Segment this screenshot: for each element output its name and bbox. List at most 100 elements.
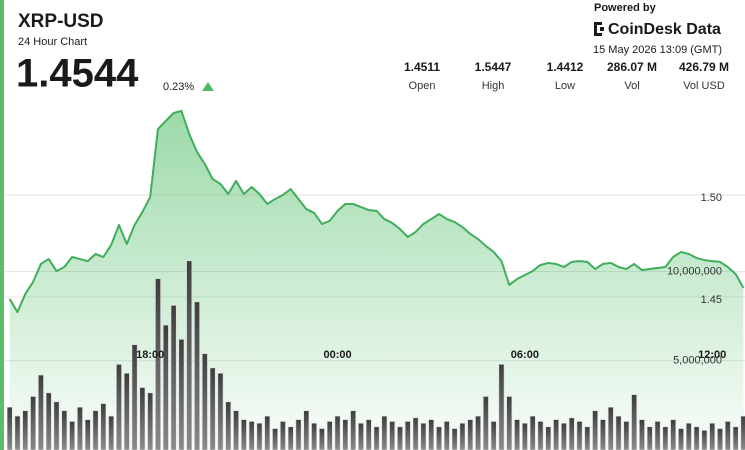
volume-bar <box>209 367 216 450</box>
volume-bar <box>537 421 544 450</box>
labels: 1.45 1.50 5,000,000 10,000,000 18:00 00:00 06:… <box>136 192 726 367</box>
volume-bar <box>529 415 536 450</box>
area-layer <box>8 109 745 450</box>
volume-bar <box>240 419 247 450</box>
volume-bar <box>342 419 349 450</box>
x-tick-label: 00:00 <box>323 349 351 361</box>
volume-bar <box>84 419 91 450</box>
volume-bar <box>615 415 622 450</box>
volume-bar <box>319 428 325 450</box>
volume-bar <box>545 426 552 450</box>
price-area <box>9 110 744 450</box>
title: XRP-USD <box>18 11 104 32</box>
volume-bar <box>77 406 83 450</box>
volume-bar <box>428 419 435 450</box>
volume-bar <box>147 392 154 450</box>
volume-bar <box>514 419 520 450</box>
volume-bar <box>693 426 700 450</box>
volume-bar <box>740 415 745 450</box>
volume-bar <box>256 422 263 450</box>
volume-bar <box>6 406 13 450</box>
volume-bar <box>576 421 583 450</box>
volume-bar <box>162 324 169 450</box>
volume-bar <box>639 419 645 450</box>
volume-bar <box>217 372 224 450</box>
volume-bar <box>365 419 372 450</box>
stat-value: 1.5447 <box>475 60 512 74</box>
volume-bar <box>108 415 115 450</box>
volume-bar <box>53 401 60 450</box>
stat-value: 1.4511 <box>404 60 440 74</box>
volume-bar <box>248 421 255 450</box>
volume-bar <box>186 260 193 450</box>
stat-label: Vol USD <box>683 80 725 92</box>
volume-bar <box>420 422 427 450</box>
y-tick-label: 10,000,000 <box>667 265 722 277</box>
stat-label: Low <box>555 80 575 92</box>
logo <box>594 22 604 36</box>
volume-bar <box>123 372 130 450</box>
volume-bar <box>178 339 185 450</box>
volume-bar <box>69 421 76 450</box>
price-line <box>8 109 745 314</box>
volume-bar <box>654 421 661 450</box>
stat-label: Open <box>409 80 436 92</box>
volume-bar <box>326 421 333 450</box>
stat-value: 286.07 M <box>607 60 657 74</box>
volume-bar <box>397 426 403 450</box>
volume-bar <box>92 410 99 450</box>
stat-value: 1.4412 <box>547 60 584 74</box>
volume-bar <box>131 344 138 450</box>
volume-bar <box>61 410 68 450</box>
volume-bar <box>724 421 731 450</box>
volume-bar <box>279 421 286 450</box>
volume-bar <box>678 428 684 450</box>
volume-bar <box>475 415 481 450</box>
volume-bar <box>334 415 341 450</box>
volume-bar <box>264 415 271 450</box>
volume-bar <box>303 410 310 450</box>
volume-bar <box>412 417 419 450</box>
volume-bar <box>233 410 239 450</box>
volume-bar <box>490 421 497 450</box>
subtitle: 24 Hour Chart <box>18 36 87 48</box>
stat-label: Vol <box>624 80 639 92</box>
volume-bar <box>45 392 52 450</box>
left-stripe <box>0 0 4 450</box>
volume-bar <box>358 422 364 450</box>
y-tick-label: 5,000,000 <box>673 355 722 367</box>
volume-bar <box>100 403 107 450</box>
y-tick-label: 1.50 <box>701 192 722 204</box>
stat-value: 426.79 M <box>679 60 729 74</box>
change: 0.23% <box>163 81 194 93</box>
volume-bar <box>592 410 599 450</box>
volume-bar <box>498 364 505 450</box>
volume-bar <box>311 422 318 450</box>
volume-bar <box>404 421 411 450</box>
volume-bar <box>287 426 294 450</box>
volume-bar <box>685 422 692 450</box>
powered-by: Powered by <box>594 2 657 14</box>
volume-bar <box>662 426 669 450</box>
volume-bar <box>607 406 614 450</box>
volume-bar <box>709 422 716 450</box>
x-tick-label: 18:00 <box>136 349 164 361</box>
x-tick-label: 12:00 <box>698 349 726 361</box>
volume-bar <box>561 422 567 450</box>
volume-bar <box>350 410 357 450</box>
volume-bar <box>451 428 458 450</box>
volume-bar <box>646 426 653 450</box>
volume-bar <box>553 419 559 450</box>
volume-bar <box>170 305 177 450</box>
stats: 1.4511 Open 1.5447 High 1.4412 Low 286.07 M Vol… <box>404 60 729 92</box>
volume-bar <box>623 421 630 450</box>
bar-layer <box>6 260 745 450</box>
volume-bar <box>381 415 388 450</box>
brand: CoinDesk Data <box>608 21 721 38</box>
volume-bar <box>14 415 21 450</box>
volume-bar <box>116 364 122 450</box>
volume-bar <box>521 422 528 450</box>
volume-bar <box>506 396 513 450</box>
